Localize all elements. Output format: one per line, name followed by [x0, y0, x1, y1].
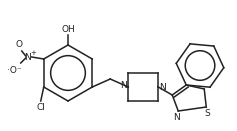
- Text: N: N: [24, 53, 31, 61]
- Text: O: O: [15, 40, 22, 49]
- Text: +: +: [30, 50, 36, 56]
- Text: N: N: [159, 83, 166, 92]
- Text: N: N: [173, 113, 180, 122]
- Text: Cl: Cl: [36, 103, 45, 112]
- Text: N: N: [120, 81, 127, 91]
- Text: OH: OH: [61, 25, 75, 34]
- Text: S: S: [204, 109, 210, 118]
- Text: ·O⁻: ·O⁻: [7, 66, 22, 75]
